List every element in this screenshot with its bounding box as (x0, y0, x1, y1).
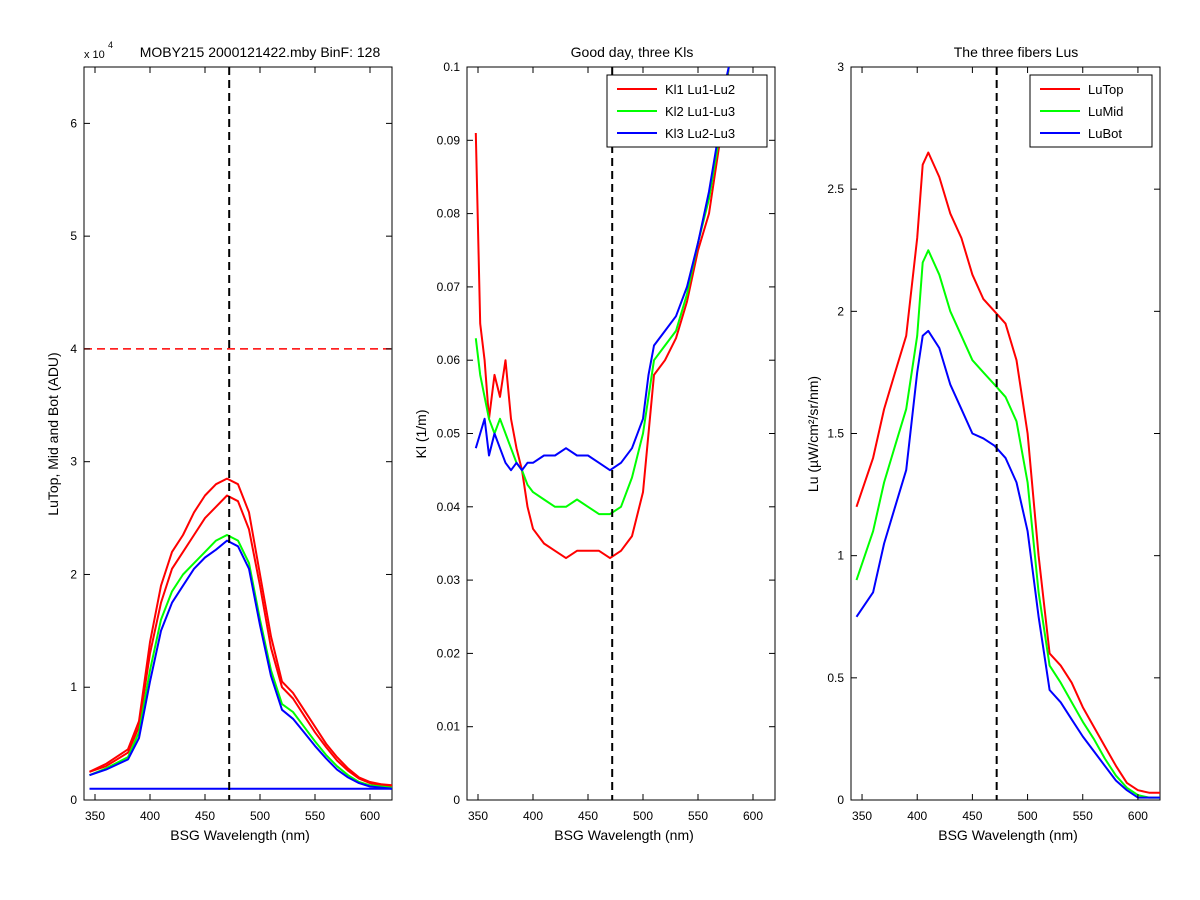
panel2-y-axis-label: Kl (1/m) (413, 410, 429, 459)
panel1-x-tick-label: 500 (250, 809, 270, 823)
panel3-plot-area (850, 66, 1161, 801)
panel2-legend: Kl1 Lu1-Lu2 Kl2 Lu1-Lu3 Kl3 Lu2-Lu3 (606, 74, 768, 148)
panel3-y-tick-label: 3 (837, 60, 844, 74)
panel3-legend: LuTop LuMid LuBot (1029, 74, 1153, 148)
panel3-x-tick-label: 500 (1018, 809, 1038, 823)
panel3-series-lutop (855, 151, 1160, 794)
panel-kl: Good day, three Kls BSG Wavelength (nm) … (413, 44, 776, 843)
panel3-x-tick-label: 350 (852, 809, 872, 823)
panel1-y-tick-label: 1 (70, 680, 77, 694)
panel2-legend-label: Kl1 Lu1-Lu2 (665, 82, 735, 97)
panel3-y-axis-label: Lu (µW/cm²/sr/nm) (805, 376, 821, 492)
panel1-x-axis-label: BSG Wavelength (nm) (170, 827, 310, 843)
panel3-x-tick-label: 600 (1128, 809, 1148, 823)
panel1-x-tick-label: 400 (140, 809, 160, 823)
panel-luminance-adu: MOBY215 2000121422.mby BinF: 128 x 10 4 … (45, 40, 393, 843)
panel2-y-tick-label: 0 (453, 793, 460, 807)
panel1-x-tick-label: 350 (85, 809, 105, 823)
panel1-series-series-2 (89, 494, 393, 788)
panel1-exponent-base: x 10 (84, 49, 105, 61)
panel2-y-tick-label: 0.03 (437, 573, 461, 587)
panel2-plot-area (466, 66, 776, 801)
panel3-x-tick-label: 400 (907, 809, 927, 823)
panel2-series-kl1-lu1-lu2 (474, 66, 730, 560)
panel1-x-tick-label: 550 (305, 809, 325, 823)
panel1-x-tick-label: 600 (360, 809, 380, 823)
panel2-x-tick-label: 500 (633, 809, 653, 823)
panel2-y-tick-label: 0.07 (437, 280, 461, 294)
panel2-x-tick-label: 600 (743, 809, 763, 823)
panel1-series-series-4 (89, 539, 393, 790)
panel-lu: The three fibers Lus BSG Wavelength (nm)… (805, 44, 1161, 843)
panel2-legend-label: Kl2 Lu1-Lu3 (665, 104, 735, 119)
panel3-y-tick-label: 2 (837, 304, 844, 318)
panel1-y-tick-label: 0 (70, 793, 77, 807)
panel1-y-tick-label: 4 (70, 342, 77, 356)
panel2-y-tick-label: 0.04 (437, 500, 461, 514)
panel2-y-tick-label: 0.02 (437, 646, 461, 660)
panel2-x-axis-label: BSG Wavelength (nm) (554, 827, 694, 843)
panel3-y-tick-label: 1 (837, 549, 844, 563)
panel3-x-tick-label: 450 (962, 809, 982, 823)
panel3-series-lumid (855, 249, 1160, 799)
panel3-legend-label: LuMid (1088, 104, 1123, 119)
panel1-exponent-power: 4 (108, 40, 113, 50)
panel1-plot-area (83, 66, 393, 801)
panel1-y-tick-label: 5 (70, 229, 77, 243)
panel1-y-tick-label: 3 (70, 455, 77, 469)
panel1-y-tick-label: 6 (70, 116, 77, 130)
panel1-title: MOBY215 2000121422.mby BinF: 128 (140, 44, 381, 60)
panel3-legend-label: LuTop (1088, 82, 1123, 97)
panel2-x-tick-label: 400 (523, 809, 543, 823)
panel2-y-tick-label: 0.1 (443, 60, 460, 74)
panel3-x-tick-label: 550 (1073, 809, 1093, 823)
panel1-series-series-3 (89, 534, 393, 789)
panel1-y-axis-label: LuTop, Mid and Bot (ADU) (45, 352, 61, 515)
panel2-y-tick-label: 0.01 (437, 720, 461, 734)
panel2-x-tick-label: 350 (468, 809, 488, 823)
panel2-x-tick-label: 450 (578, 809, 598, 823)
panel2-y-tick-label: 0.09 (437, 133, 461, 147)
panel3-series-lubot (855, 329, 1160, 799)
panel2-y-tick-label: 0.08 (437, 207, 461, 221)
panel3-y-tick-label: 2.5 (827, 182, 844, 196)
panel3-title: The three fibers Lus (954, 44, 1079, 60)
panel3-y-tick-label: 1.5 (827, 427, 844, 441)
panel2-y-tick-label: 0.05 (437, 427, 461, 441)
panel2-series-kl3-lu2-lu3 (474, 66, 730, 472)
panel2-title: Good day, three Kls (571, 44, 694, 60)
panel3-y-tick-label: 0 (837, 793, 844, 807)
panel3-legend-label: LuBot (1088, 126, 1122, 141)
panel3-x-axis-label: BSG Wavelength (nm) (938, 827, 1078, 843)
panel3-y-tick-label: 0.5 (827, 671, 844, 685)
panel2-series-kl2-lu1-lu3 (474, 66, 730, 516)
panel1-x-tick-label: 450 (195, 809, 215, 823)
panel2-x-tick-label: 550 (688, 809, 708, 823)
panel2-legend-label: Kl3 Lu2-Lu3 (665, 126, 735, 141)
panel2-y-tick-label: 0.06 (437, 353, 461, 367)
panel1-y-tick-label: 2 (70, 567, 77, 581)
panel1-series-series-1 (89, 477, 393, 787)
